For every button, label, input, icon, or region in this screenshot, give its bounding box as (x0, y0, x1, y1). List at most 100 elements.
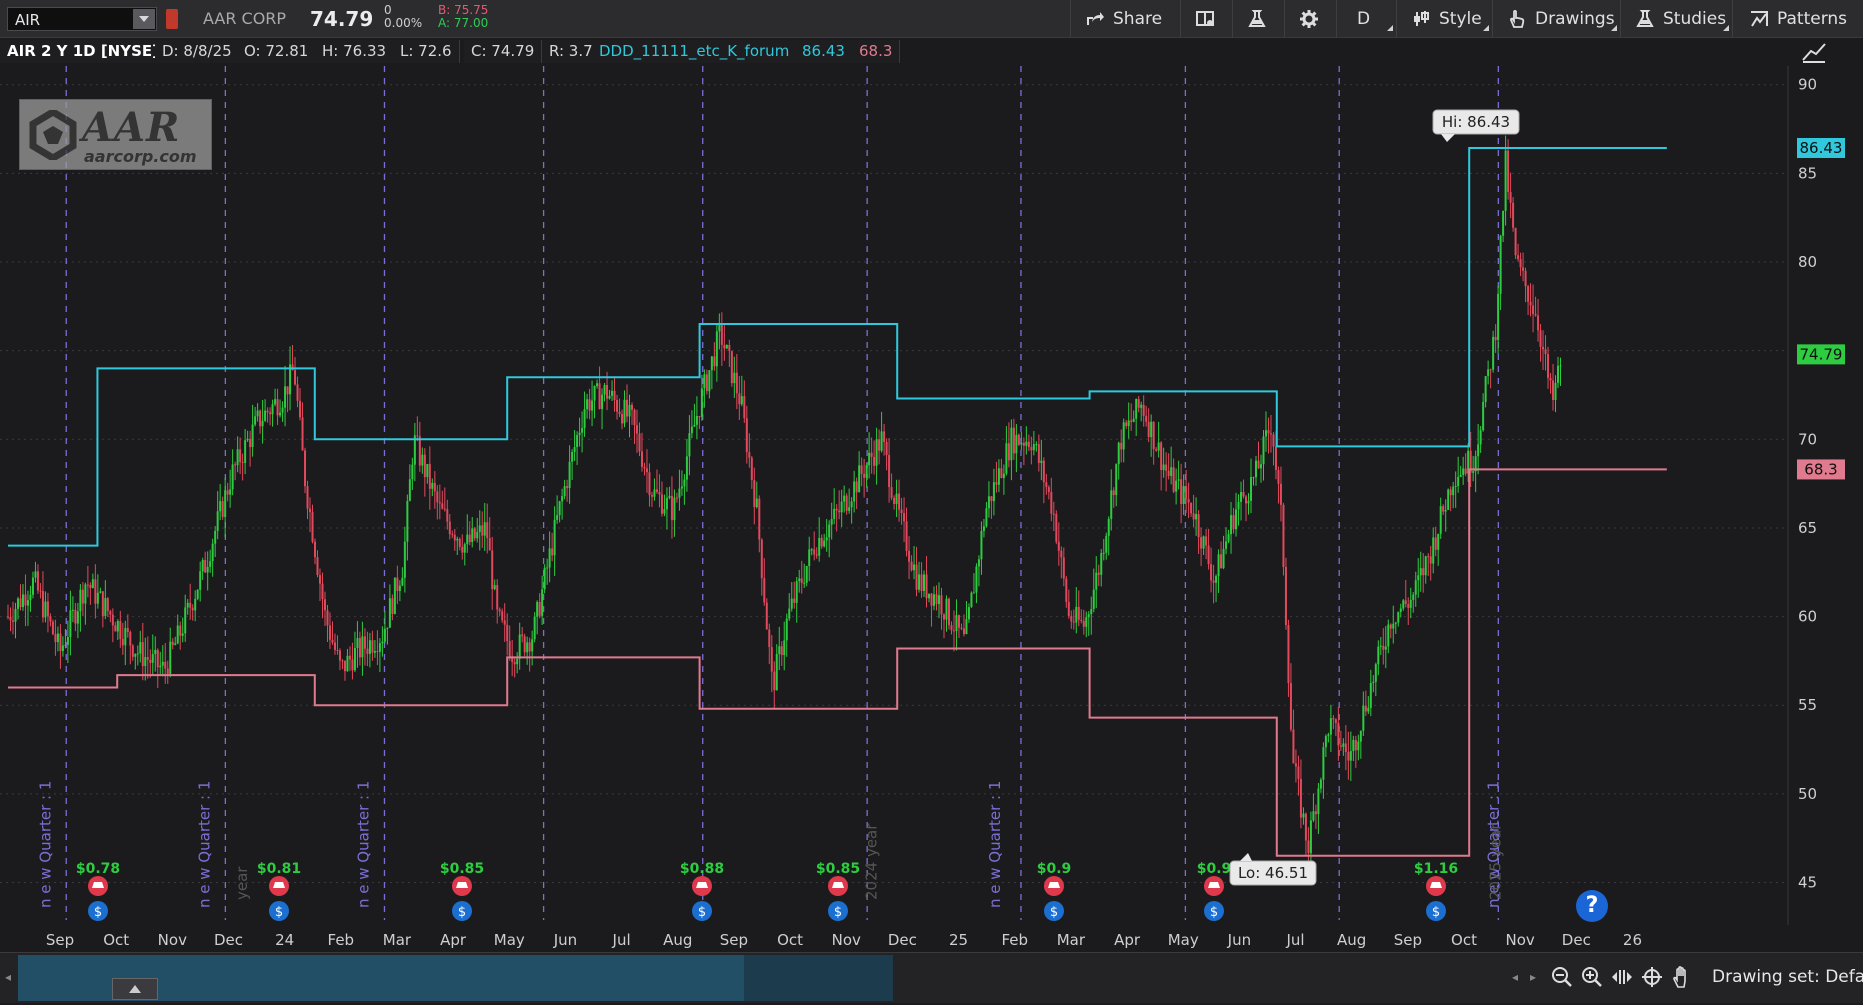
candle-body (401, 577, 404, 586)
candle-body (1165, 464, 1168, 471)
dividend-icon[interactable] (269, 901, 289, 921)
pan-hand-icon[interactable] (1670, 965, 1694, 989)
scroll-left-icon[interactable]: ◂ (5, 970, 12, 984)
candle-body (1417, 575, 1420, 581)
candle-body (715, 331, 718, 367)
timeframe-button[interactable]: D (1336, 0, 1396, 37)
candle-body (1439, 506, 1442, 534)
share-button[interactable]: Share (1070, 0, 1180, 37)
candle-body (828, 524, 831, 538)
candle-body (855, 481, 858, 493)
dividend-icon[interactable] (692, 901, 712, 921)
candle-body (1272, 434, 1275, 447)
crosshair-icon[interactable] (1640, 965, 1664, 989)
scroll-right-small-icon[interactable]: ▸ (1530, 970, 1537, 984)
symbol-selector[interactable]: AIR (7, 7, 157, 31)
drawing-set-selector[interactable]: Drawing set: Defaul (1712, 967, 1863, 987)
candle-body (1255, 460, 1257, 478)
candle-body (1132, 418, 1135, 422)
candle-body (34, 571, 37, 578)
candle-body (256, 410, 259, 417)
candle-body (690, 426, 693, 434)
settings-button[interactable] (1284, 0, 1336, 37)
candle-body (231, 464, 234, 490)
candle-body (481, 525, 484, 536)
zoom-out-icon[interactable] (1550, 965, 1574, 989)
candle-body (818, 537, 821, 556)
candle-body (1112, 490, 1115, 495)
candle-body (126, 627, 129, 632)
scroll-left-small-icon[interactable]: ◂ (1512, 970, 1519, 984)
candle-body (1292, 729, 1295, 764)
candle-body (1499, 235, 1502, 294)
lab-button[interactable] (1232, 0, 1284, 37)
zoom-in-icon[interactable] (1580, 965, 1604, 989)
candle-body (1507, 150, 1510, 193)
candle-body (631, 404, 633, 410)
help-button[interactable]: ? (1576, 890, 1608, 922)
candle-body (1482, 401, 1485, 431)
candle-body (880, 431, 883, 451)
net-change: 0 (384, 3, 392, 17)
auto-scale-icon[interactable] (1800, 40, 1828, 64)
candle-body (276, 399, 279, 416)
candle-body (1007, 443, 1010, 461)
dividend-icon[interactable] (828, 901, 848, 921)
candle-body (1200, 537, 1203, 549)
quarter-label: n e w Quarter : 1 (36, 781, 54, 908)
flag-icon[interactable] (166, 9, 178, 29)
candle-body (421, 454, 424, 466)
x-axis-tick-label: Nov (832, 931, 861, 949)
fit-horizontal-icon[interactable] (1610, 965, 1634, 989)
chart-description: AIR 2 Y 1D [NYSE] (0, 40, 167, 63)
candle-body (658, 491, 661, 495)
drawings-button[interactable]: Drawings (1492, 0, 1620, 37)
candle-body (296, 384, 299, 401)
dividend-icon[interactable] (1044, 901, 1064, 921)
candle-body (1489, 369, 1492, 371)
candle-body (279, 412, 282, 416)
candle-body (1492, 336, 1495, 370)
event-markers[interactable]: $0.78 $ $0.81 $ $0.85 $ $0.88 $ $0.85 $ $0.9 $ $0.9 $… (76, 861, 1458, 921)
candle-body (873, 456, 876, 466)
chevron-down-icon[interactable] (133, 9, 155, 29)
x-axis-tick-label: Apr (1114, 931, 1141, 949)
patterns-button[interactable]: Patterns (1732, 0, 1863, 37)
candle-body (166, 668, 169, 674)
candle-body (284, 386, 287, 408)
candle-body (913, 564, 916, 571)
x-axis-tick-label: Jul (1285, 931, 1304, 949)
navigator-handle[interactable] (112, 978, 158, 1000)
dropdown-corner-icon (1611, 25, 1617, 31)
symbol-text[interactable]: AIR (15, 11, 41, 29)
y-axis-tick-label: 45 (1798, 874, 1817, 892)
candle-body (616, 400, 619, 412)
candle-body (1082, 620, 1085, 627)
studies-button[interactable]: Studies (1620, 0, 1732, 37)
candle-body (1464, 468, 1467, 474)
phone-icon (1430, 882, 1442, 888)
company-logo: AAR aarcorp.com (19, 99, 212, 170)
candle-body (588, 399, 591, 411)
candle-body (980, 530, 983, 560)
flask-icon (1248, 9, 1266, 27)
quarter-lines: n e w Quarter : 1 n e w Quarter : 1 n e w … (36, 66, 1504, 920)
candle-body (1237, 501, 1240, 510)
candle-body (1547, 354, 1550, 378)
candle-body (1502, 210, 1505, 236)
dividend-icon[interactable] (452, 901, 472, 921)
candle-body (1145, 415, 1148, 422)
candle-body (1035, 444, 1038, 446)
candle-body (1267, 430, 1270, 434)
candle-body (136, 653, 139, 655)
dividend-icon[interactable] (88, 901, 108, 921)
dividend-icon[interactable] (1426, 901, 1446, 921)
candle-body (1402, 600, 1405, 609)
dividend-icon[interactable] (1204, 901, 1224, 921)
candle-body (363, 636, 366, 649)
study-name[interactable]: DDD_11111_etc_K_forum (592, 40, 798, 63)
style-button[interactable]: Style (1396, 0, 1492, 37)
quote-details-button[interactable] (1180, 0, 1232, 37)
dividend-label: $0.78 (76, 861, 120, 877)
